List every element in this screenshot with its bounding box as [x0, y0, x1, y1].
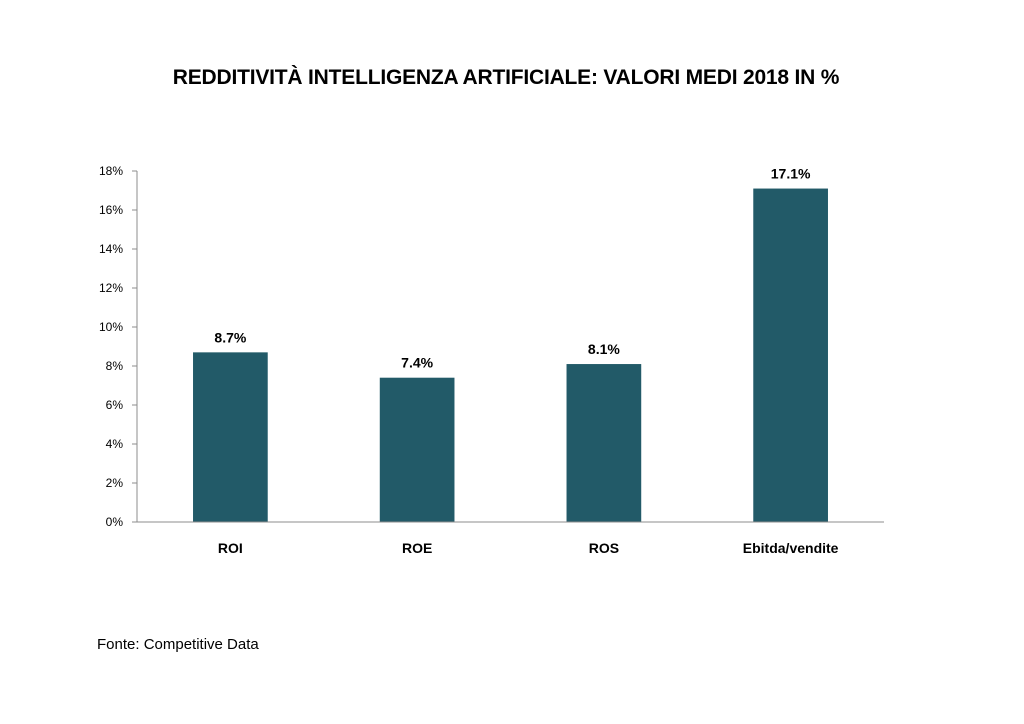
source-note: Fonte: Competitive Data — [97, 636, 259, 653]
data-label: 17.1% — [771, 166, 811, 182]
category-label: ROE — [402, 540, 432, 556]
bars: 8.7% 7.4% 8.1% 17.1% — [193, 166, 828, 523]
bar-roe — [379, 377, 455, 522]
category-label: ROS — [589, 540, 619, 556]
y-tick-label: 14% — [99, 242, 123, 256]
y-tick-label: 2% — [106, 476, 124, 490]
x-axis: ROI ROE ROS Ebitda/vendite — [137, 521, 884, 556]
bar-ros — [566, 364, 642, 522]
y-tick-label: 6% — [106, 398, 124, 412]
data-label: 7.4% — [401, 355, 433, 371]
y-tick-label: 12% — [99, 281, 123, 295]
y-tick-label: 8% — [106, 359, 124, 373]
y-tick-label: 18% — [99, 164, 123, 178]
y-tick-label: 10% — [99, 320, 123, 334]
category-label: ROI — [218, 540, 243, 556]
chart-title: REDDITIVITÀ INTELLIGENZA ARTIFICIALE: VA… — [172, 66, 840, 89]
y-tick-label: 0% — [106, 515, 124, 529]
data-label: 8.7% — [214, 329, 246, 345]
y-tick-label: 16% — [99, 203, 123, 217]
data-label: 8.1% — [588, 341, 620, 357]
y-axis: 0% 2% 4% 6% 8% 10% 12% 14% 16% 18% — [99, 164, 138, 529]
bar-ebitda-vendite — [753, 188, 828, 523]
category-label: Ebitda/vendite — [743, 540, 839, 556]
bar-roi — [193, 352, 268, 522]
y-tick-label: 4% — [106, 437, 124, 451]
